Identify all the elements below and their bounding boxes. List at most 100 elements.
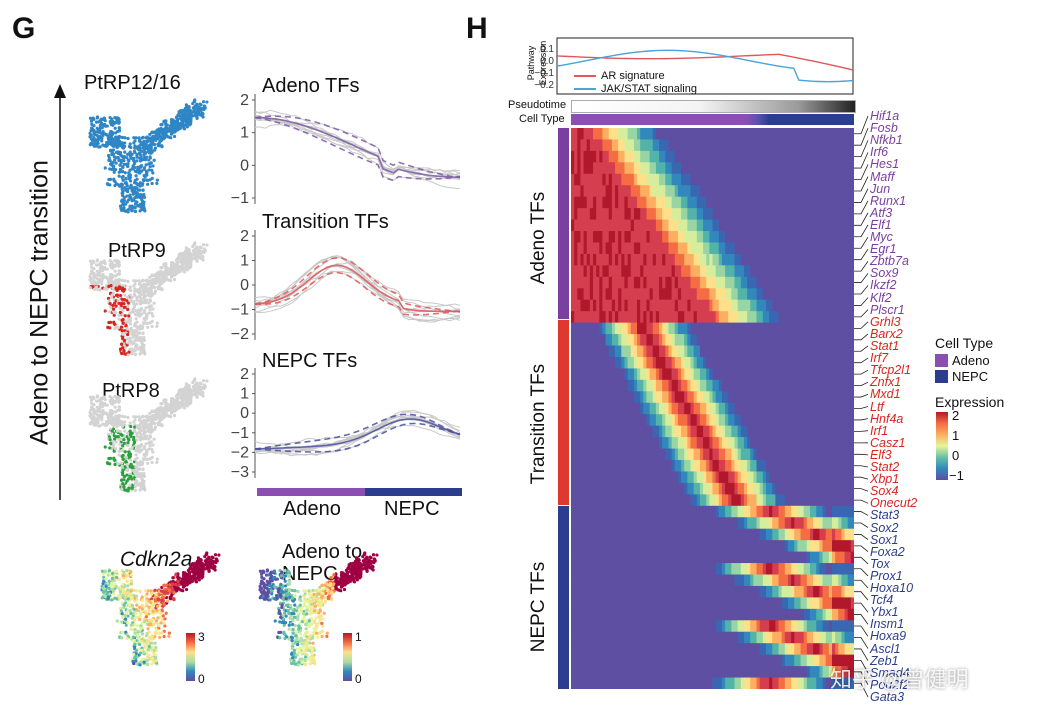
gene-label: Maff xyxy=(870,169,895,184)
xbar-label-adeno: Adeno xyxy=(283,498,341,520)
ytick: −2 xyxy=(231,326,249,343)
legend-nepc-swatch xyxy=(935,370,948,383)
gene-label: Nfkb1 xyxy=(870,133,903,148)
pathway-ylabel-1: Pathway xyxy=(526,45,536,81)
ytick: −2 xyxy=(231,444,249,461)
group-bar-transition xyxy=(558,320,569,505)
line-plot-transition: 2 1 0 −1 −2 xyxy=(231,228,461,343)
adeno-nepc-title-1: Adeno to xyxy=(282,541,363,563)
gene-label: Atf3 xyxy=(870,205,893,220)
transition-axis-label: Adeno to NEPC transition xyxy=(25,160,54,445)
expr-tick-0: 0 xyxy=(952,448,960,463)
pseudotime-bar xyxy=(571,100,856,113)
gene-label: Plscr1 xyxy=(870,302,905,317)
gene-label: Sox2 xyxy=(870,520,899,535)
gene-label: Tcf4 xyxy=(870,593,894,608)
ytick: 1 xyxy=(240,386,249,403)
legend-expression-title: Expression xyxy=(935,394,1005,410)
legend-celltype-title: Cell Type xyxy=(935,335,994,351)
gene-label: Mxd1 xyxy=(870,387,901,402)
gene-label: Gata3 xyxy=(870,689,905,704)
gene-label: Sox9 xyxy=(870,266,899,281)
xbar-adeno xyxy=(257,488,365,496)
legend-celltype-adeno: Adeno xyxy=(935,353,990,368)
ytick: 0 xyxy=(240,277,249,294)
legend-ar: AR signature xyxy=(574,70,665,82)
gene-label: Hif1a xyxy=(870,109,900,124)
gene-label: Irf7 xyxy=(870,351,889,366)
gene-label: Tfcp2l1 xyxy=(870,363,911,378)
cdkn2a-colorbar xyxy=(186,633,195,681)
gene-label: Foxa2 xyxy=(870,544,905,559)
gene-label: Znfx1 xyxy=(870,375,902,390)
gene-label: Ltf xyxy=(870,399,884,414)
adeno-nepc-colorbar xyxy=(343,633,352,681)
gene-label: Myc xyxy=(870,230,893,245)
umap-ptrp1216 xyxy=(88,98,209,214)
gene-label: Hoxa10 xyxy=(870,581,914,596)
expr-tick-m1: −1 xyxy=(949,468,964,483)
gene-label: Pou2f2 xyxy=(870,677,910,692)
gene-label: Irf1 xyxy=(870,423,889,438)
umap-label-ptrp9: PtRP9 xyxy=(108,240,166,262)
cdkn2a-scale-min: 0 xyxy=(198,672,205,686)
celltype-label: Cell Type xyxy=(519,113,565,125)
legend-nepc-label: NEPC xyxy=(952,369,989,384)
ytick: 0 xyxy=(240,405,249,422)
panel-g-letter: G xyxy=(12,12,36,45)
plot-title-transition: Transition TFs xyxy=(262,211,389,233)
gene-label: Casz1 xyxy=(870,435,906,450)
group-bar-adeno xyxy=(558,128,569,319)
ytick: −1 xyxy=(231,425,249,442)
ytick: 1 xyxy=(240,125,249,142)
gene-label: Barx2 xyxy=(870,326,903,341)
transition-arrow xyxy=(54,84,66,500)
adeno-nepc-scale-max: 1 xyxy=(355,630,362,644)
adeno-nepc-scale-min: 0 xyxy=(355,672,362,686)
legend-jak-label: JAK/STAT signaling xyxy=(601,83,697,95)
gene-label: Runx1 xyxy=(870,193,907,208)
ytick: 2 xyxy=(240,92,249,109)
watermark: 知乎 @曾健明 xyxy=(830,667,969,692)
expr-tick-1: 1 xyxy=(952,428,960,443)
gene-label: Stat3 xyxy=(870,508,900,523)
legend-ar-label: AR signature xyxy=(601,70,665,82)
adeno-nepc-title-2: NEPC xyxy=(282,563,338,585)
ytick: 1 xyxy=(240,253,249,270)
legend-expression-colorbar xyxy=(936,412,948,480)
gene-label: Smad4 xyxy=(870,665,910,680)
gene-label: Sox4 xyxy=(870,484,899,499)
celltype-bar xyxy=(571,114,854,125)
legend-celltype-nepc: NEPC xyxy=(935,369,988,384)
plot-title-adeno: Adeno TFs xyxy=(262,75,360,97)
cdkn2a-title: Cdkn2a xyxy=(120,548,193,571)
panel-h-letter: H xyxy=(466,12,488,45)
umap-adeno-nepc xyxy=(258,551,379,667)
gene-label: Onecut2 xyxy=(870,496,918,511)
umap-label-ptrp1216: PtRP12/16 xyxy=(84,72,181,94)
umap-cdkn2a xyxy=(100,551,221,667)
legend-adeno-swatch xyxy=(935,354,948,367)
gene-label: Elf3 xyxy=(870,447,892,462)
ytick: 0 xyxy=(240,157,249,174)
pseudotime-label: Pseudotime xyxy=(508,99,567,111)
gene-label: Irf6 xyxy=(870,145,889,160)
gene-label: Stat2 xyxy=(870,460,900,474)
gene-label: Grhl3 xyxy=(870,314,901,329)
cdkn2a-scale-max: 3 xyxy=(198,630,205,644)
group-label-transition: Transition TFs xyxy=(528,363,549,485)
ytick: −3 xyxy=(231,464,249,481)
ytick: 2 xyxy=(240,366,249,383)
gene-label: Zbtb7a xyxy=(870,254,909,269)
gene-label: Jun xyxy=(870,181,891,196)
pathway-ytick: 0.1 xyxy=(540,44,554,55)
plot-title-nepc: NEPC TFs xyxy=(262,350,358,372)
umap-ptrp9 xyxy=(88,241,209,357)
gene-label: Insm1 xyxy=(870,617,905,632)
pathway-plot: 0.10.0−0.1−0.2 xyxy=(534,37,854,95)
gene-label: Tox xyxy=(870,556,890,571)
group-label-adeno: Adeno TFs xyxy=(528,191,549,285)
gene-label: Ikzf2 xyxy=(870,278,897,293)
legend-jak-swatch xyxy=(574,88,596,90)
gene-connectors xyxy=(854,115,869,698)
